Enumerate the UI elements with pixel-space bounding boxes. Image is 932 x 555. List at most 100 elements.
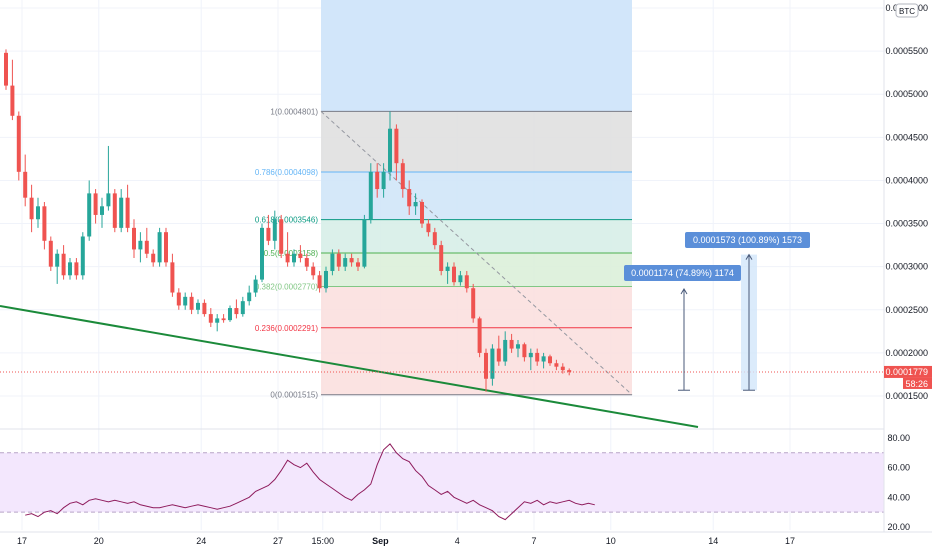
candle-body bbox=[420, 202, 424, 224]
candle-body bbox=[176, 292, 181, 306]
projection-label-text: 0.0001573 (100.89%) 1573 bbox=[693, 235, 802, 245]
candle-body bbox=[336, 253, 341, 267]
rsi-pane bbox=[0, 443, 884, 521]
candle-body bbox=[503, 339, 508, 362]
candle-body bbox=[528, 352, 533, 358]
fib-level-label: 0.618(0.0003546) bbox=[255, 216, 319, 225]
time-tick-label: 24 bbox=[196, 536, 206, 546]
candle-body bbox=[477, 318, 482, 353]
candle-body bbox=[298, 253, 303, 259]
fib-retracement[interactable]: 1(0.0004801) 0.786(0.0004098) 0.618(0.0003… bbox=[255, 0, 633, 400]
candle-body bbox=[247, 292, 252, 302]
candle-body bbox=[394, 128, 399, 164]
rsi-tick-label: 80.00 bbox=[887, 433, 910, 443]
candle-body bbox=[183, 296, 188, 306]
support-trendline[interactable] bbox=[0, 305, 699, 428]
projection-label-1[interactable]: 0.0001174 (74.89%) 1174 bbox=[624, 265, 741, 281]
fib-level-label: 0.236(0.0002291) bbox=[255, 324, 319, 333]
price-axis-bg bbox=[884, 0, 932, 550]
candle-body bbox=[16, 115, 21, 172]
candle-body bbox=[464, 275, 469, 289]
fib-zone bbox=[321, 171, 632, 220]
candle-body bbox=[48, 240, 53, 267]
fib-zone-above bbox=[321, 0, 632, 112]
candle-body bbox=[240, 301, 245, 315]
candle-body bbox=[535, 352, 540, 362]
candle-body bbox=[208, 314, 213, 323]
projection-arrow-head bbox=[745, 253, 753, 260]
candle-body bbox=[87, 193, 92, 237]
candle-body bbox=[426, 223, 431, 233]
candle-body bbox=[234, 308, 239, 315]
candle-body bbox=[330, 253, 335, 271]
time-tick-label: 10 bbox=[606, 536, 616, 546]
projection-label-text: 0.0001174 (74.89%) 1174 bbox=[631, 268, 734, 278]
fib-zone bbox=[321, 111, 632, 172]
time-tick-label: 14 bbox=[708, 536, 718, 546]
candle-body bbox=[138, 240, 143, 250]
countdown-bg bbox=[903, 377, 932, 389]
fib-level-label: 0.382(0.0002770) bbox=[255, 282, 319, 291]
last-price-bg bbox=[884, 365, 932, 378]
candle-body bbox=[554, 363, 559, 367]
price-axis[interactable]: 0.0001500 0.0002000 0.0002500 0.0003000 0.00… bbox=[883, 0, 932, 550]
candle-body bbox=[74, 262, 79, 276]
candle-body bbox=[458, 275, 463, 283]
time-tick-label: 27 bbox=[273, 536, 283, 546]
candle-body bbox=[452, 266, 456, 283]
candle-body bbox=[439, 245, 444, 271]
fib-level-label: 0.786(0.0004098) bbox=[255, 168, 319, 177]
time-tick-label: 4 bbox=[455, 536, 460, 546]
candle-body bbox=[496, 348, 501, 362]
time-axis[interactable]: 17 20 24 27 15:00 Sep 4 7 10 14 17 bbox=[0, 531, 932, 550]
fib-zone bbox=[321, 286, 632, 328]
last-price-tag: 0.0001779 58:26 bbox=[884, 365, 932, 389]
candle-body bbox=[368, 171, 373, 220]
candle-body bbox=[272, 219, 277, 241]
candle-body bbox=[100, 206, 104, 215]
currency-badge[interactable]: BTC bbox=[895, 3, 919, 18]
projection-tools[interactable]: 0.0001174 (74.89%) 1174 0.0001573 (100.89… bbox=[624, 232, 810, 391]
candle-body bbox=[509, 339, 514, 349]
candle-body bbox=[68, 262, 72, 276]
candle-body bbox=[285, 253, 290, 263]
candle-body bbox=[471, 288, 476, 319]
candle-body bbox=[119, 197, 124, 228]
candle-body bbox=[112, 193, 117, 228]
candle-body bbox=[311, 266, 316, 276]
rsi-tick-label: 40.00 bbox=[887, 492, 910, 502]
time-tick-label: 17 bbox=[17, 536, 27, 546]
projection-label-bg bbox=[685, 232, 810, 248]
time-tick-label: 15:00 bbox=[312, 536, 335, 546]
candle-body bbox=[55, 253, 60, 267]
candle-body bbox=[324, 270, 328, 289]
candle-body bbox=[164, 232, 168, 263]
price-tick-label: 0.0004000 bbox=[885, 175, 928, 185]
candle-body bbox=[266, 227, 271, 241]
candle-body bbox=[356, 262, 360, 267]
fib-trend-line bbox=[320, 111, 633, 396]
candle-body bbox=[125, 197, 130, 228]
projection-arrow-head bbox=[680, 288, 688, 295]
candle-body bbox=[106, 193, 111, 207]
projection-label-2[interactable]: 0.0001573 (100.89%) 1573 bbox=[685, 232, 810, 248]
rsi-tick-label: 60.00 bbox=[887, 463, 910, 473]
candle-body bbox=[490, 348, 495, 379]
candle-body bbox=[93, 193, 98, 215]
candle-body bbox=[548, 356, 552, 364]
candle-body bbox=[292, 253, 296, 263]
candle-body bbox=[221, 318, 226, 321]
candle-body bbox=[170, 262, 175, 293]
candle-body bbox=[4, 52, 8, 86]
fib-zone bbox=[321, 253, 632, 287]
price-tick-label: 0.0003000 bbox=[885, 262, 928, 272]
candles bbox=[4, 49, 572, 392]
time-tick-label: 17 bbox=[785, 536, 795, 546]
price-tick-label: 0.0005000 bbox=[885, 89, 928, 99]
candle-body bbox=[61, 253, 66, 276]
candle-body bbox=[349, 258, 354, 263]
candle-body bbox=[157, 232, 162, 263]
candle-body bbox=[23, 171, 28, 198]
